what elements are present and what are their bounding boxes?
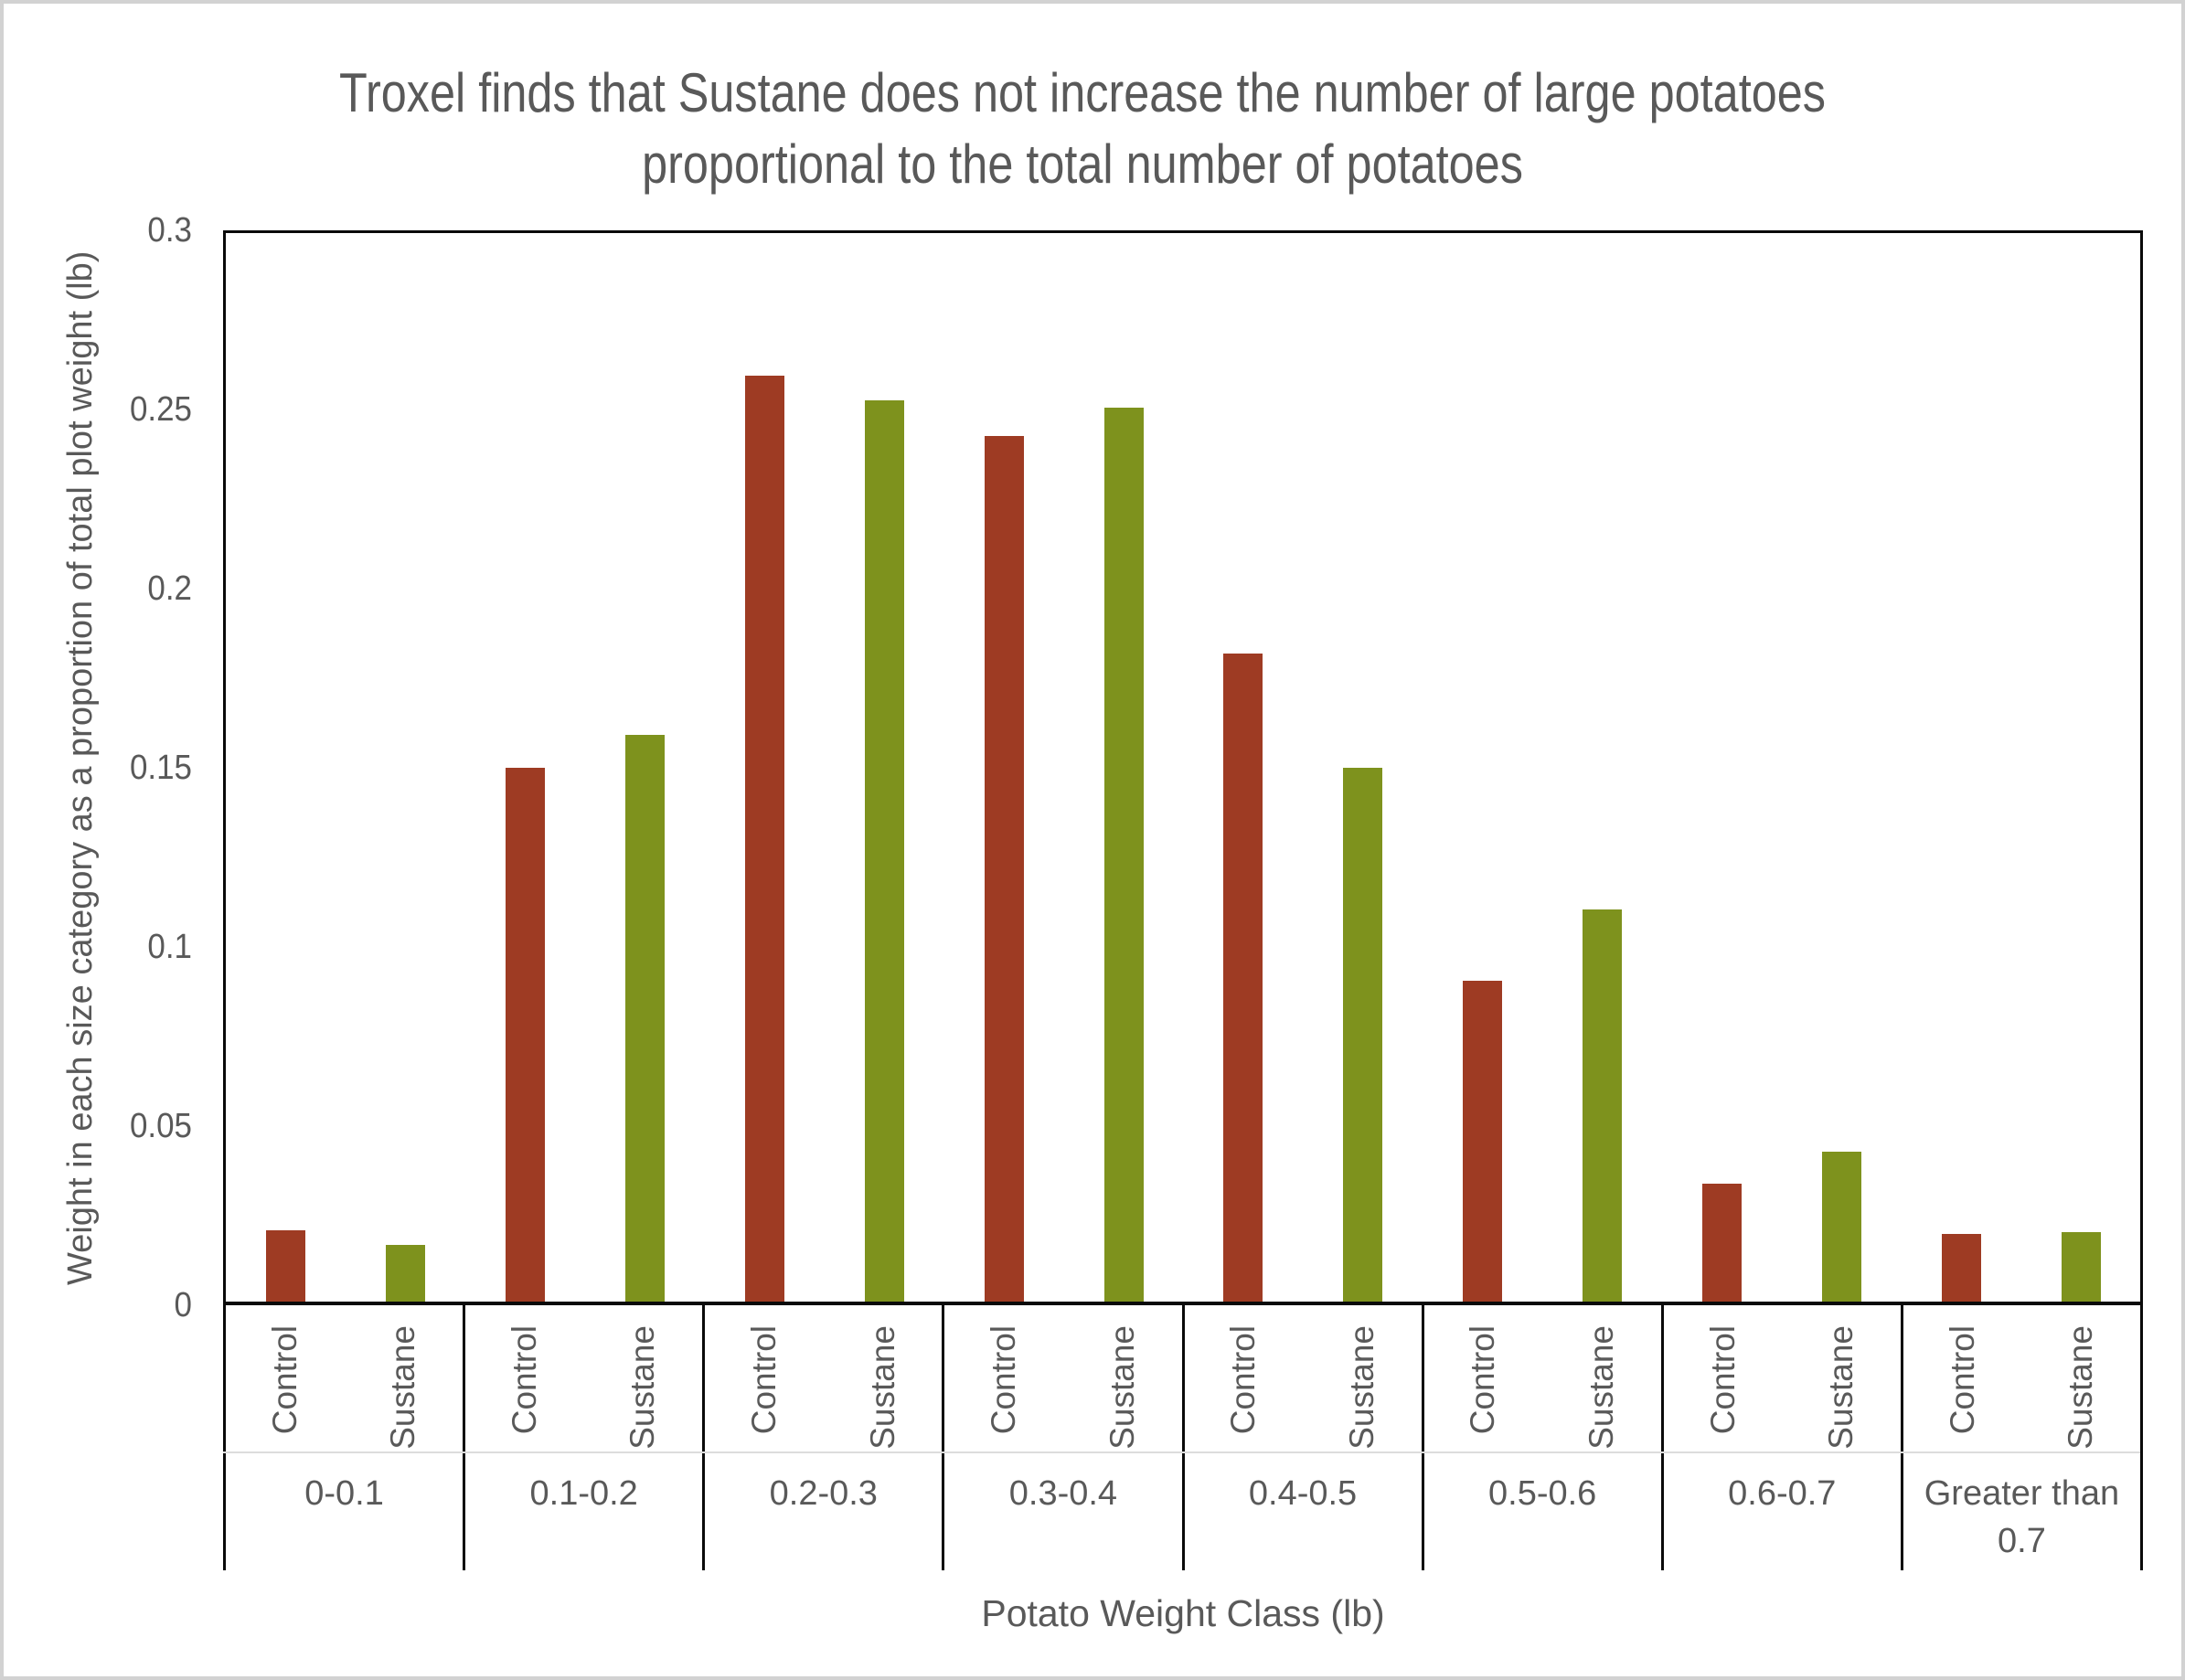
x-axis-title: Potato Weight Class (lb) xyxy=(981,1592,1385,1634)
y-tick-0.1: 0.1 xyxy=(147,927,192,966)
bar-control-0.4-0.5 xyxy=(1223,653,1263,1302)
bar-sustane-0.2-0.3 xyxy=(864,400,904,1302)
series-label-control-0.6-0.7: Control xyxy=(1703,1325,1742,1435)
bar-control-0-0.1 xyxy=(266,1230,306,1302)
series-label-control-0.5-0.6: Control xyxy=(1464,1325,1502,1435)
series-label-sustane-0-0.1: Sustane xyxy=(384,1325,422,1450)
category-cell-0.1-0.2: Control Sustane 0.1-0.2 xyxy=(463,1305,702,1570)
category-cell-Greater than 0.7: Control Sustane Greater than 0.7 xyxy=(1900,1305,2140,1570)
series-label-control-0.2-0.3: Control xyxy=(745,1325,783,1435)
series-label-control-0-0.1: Control xyxy=(265,1325,304,1435)
category-label-0.6-0.7: 0.6-0.7 xyxy=(1728,1474,1837,1513)
series-label-sustane-0.6-0.7: Sustane xyxy=(1822,1325,1860,1450)
category-cell-0.3-0.4: Control Sustane 0.3-0.4 xyxy=(942,1305,1181,1570)
bar-control-0.3-0.4 xyxy=(984,436,1024,1302)
category-cell-0.5-0.6: Control Sustane 0.5-0.6 xyxy=(1421,1305,1661,1570)
bar-control-0.2-0.3 xyxy=(744,375,784,1302)
bar-control-0.5-0.6 xyxy=(1463,981,1503,1302)
bar-sustane-Greater than 0.7 xyxy=(2061,1232,2101,1302)
series-label-control-0.4-0.5: Control xyxy=(1224,1325,1263,1435)
y-tick-0: 0 xyxy=(174,1286,192,1324)
bar-sustane-0.3-0.4 xyxy=(1103,407,1144,1302)
x-axis-label-area: Control Sustane 0-0.1 Control Sustane 0.1-0.2… xyxy=(223,1305,2143,1570)
chart-title: Troxel finds that Sustane does not incre… xyxy=(176,58,1988,200)
category-cell-0.4-0.5: Control Sustane 0.4-0.5 xyxy=(1181,1305,1422,1570)
y-tick-0.05: 0.05 xyxy=(129,1107,192,1145)
plot-area xyxy=(223,230,2143,1305)
bar-control-0.1-0.2 xyxy=(506,767,546,1302)
category-label-0.2-0.3: 0.2-0.3 xyxy=(769,1474,878,1513)
bar-group-0.6-0.7 xyxy=(1662,233,1902,1302)
series-label-sustane-Greater than 0.7: Sustane xyxy=(2062,1325,2100,1450)
bar-sustane-0.6-0.7 xyxy=(1821,1152,1861,1302)
bar-group-Greater than 0.7 xyxy=(1901,233,2140,1302)
y-tick-0.15: 0.15 xyxy=(129,749,192,787)
bar-sustane-0.5-0.6 xyxy=(1583,909,1623,1302)
y-tick-0.2: 0.2 xyxy=(147,569,192,608)
bar-group-0.3-0.4 xyxy=(943,233,1183,1302)
bar-sustane-0-0.1 xyxy=(386,1244,426,1302)
bar-sustane-0.1-0.2 xyxy=(625,735,666,1302)
bar-control-Greater than 0.7 xyxy=(1941,1233,1981,1302)
category-label-Greater than 0.7: Greater than 0.7 xyxy=(1924,1474,2120,1560)
category-label-0.1-0.2: 0.1-0.2 xyxy=(529,1474,638,1513)
bar-group-0.1-0.2 xyxy=(465,233,705,1302)
series-label-sustane-0.2-0.3: Sustane xyxy=(863,1325,901,1450)
series-label-sustane-0.4-0.5: Sustane xyxy=(1342,1325,1380,1450)
y-tick-0.25: 0.25 xyxy=(129,389,192,429)
bar-group-0.2-0.3 xyxy=(705,233,944,1302)
series-label-control-0.3-0.4: Control xyxy=(985,1325,1023,1435)
category-label-0.5-0.6: 0.5-0.6 xyxy=(1488,1474,1597,1513)
y-tick-0.3: 0.3 xyxy=(147,211,192,250)
bar-sustane-0.4-0.5 xyxy=(1343,767,1383,1302)
y-axis-tick-labels: 0.3 0.25 0.2 0.15 0.1 0.05 0 xyxy=(4,211,192,1324)
bar-control-0.6-0.7 xyxy=(1701,1184,1742,1302)
series-label-sustane-0.5-0.6: Sustane xyxy=(1582,1325,1620,1450)
category-cell-0.6-0.7: Control Sustane 0.6-0.7 xyxy=(1660,1305,1901,1570)
category-label-0.4-0.5: 0.4-0.5 xyxy=(1248,1474,1358,1513)
axis-tier-separator-line xyxy=(223,1451,2140,1453)
series-label-control-Greater than 0.7: Control xyxy=(1943,1325,1981,1435)
category-cell-0-0.1: Control Sustane 0-0.1 xyxy=(223,1305,463,1570)
bar-group-0-0.1 xyxy=(226,233,465,1302)
series-label-sustane-0.1-0.2: Sustane xyxy=(624,1325,662,1450)
category-label-0.3-0.4: 0.3-0.4 xyxy=(1008,1474,1118,1513)
category-label-0-0.1: 0-0.1 xyxy=(304,1474,384,1513)
category-cell-0.2-0.3: Control Sustane 0.2-0.3 xyxy=(702,1305,942,1570)
chart-title-line1: Troxel finds that Sustane does not incre… xyxy=(339,62,1826,123)
series-label-control-0.1-0.2: Control xyxy=(505,1325,543,1435)
chart-title-line2: proportional to the total number of pota… xyxy=(642,133,1523,195)
bar-group-0.4-0.5 xyxy=(1183,233,1423,1302)
series-label-sustane-0.3-0.4: Sustane xyxy=(1103,1325,1141,1450)
bar-group-0.5-0.6 xyxy=(1423,233,1662,1302)
